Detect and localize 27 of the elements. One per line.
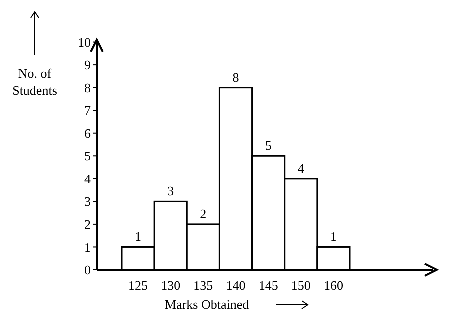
data-label: 8 [232,70,240,85]
x-tick-label: 135 [194,278,214,293]
data-label: 5 [265,138,272,154]
x-tick-label: 125 [128,278,148,293]
y-axis-title: No. of Students [12,66,58,98]
y-tick-label: 10 [78,34,91,50]
x-tick-label: 145 [258,278,278,293]
data-label: 1 [330,229,337,244]
y-tick-label: 6 [84,126,92,141]
x-tick-label: 150 [291,278,311,293]
data-label: 3 [168,184,174,199]
y-tick-label: 1 [84,240,91,255]
y-tick-label: 8 [84,80,91,96]
y-tick-label: 4 [84,171,92,186]
x-tick-label: 130 [161,278,181,293]
y-tick-label: 2 [84,217,91,232]
x-axis-title: Marks Obtained [165,297,250,312]
x-tick-label: 140 [226,278,246,293]
y-tick-label: 5 [84,148,91,164]
data-label: 2 [200,206,207,222]
y-tick-label: 9 [84,58,91,73]
x-tick-label: 160 [324,278,344,293]
y-tick-label: 7 [84,103,92,118]
y-tick-label: 0 [84,262,91,278]
y-tick-label: 3 [84,194,91,210]
data-label: 1 [135,229,142,244]
data-label: 4 [298,160,305,176]
